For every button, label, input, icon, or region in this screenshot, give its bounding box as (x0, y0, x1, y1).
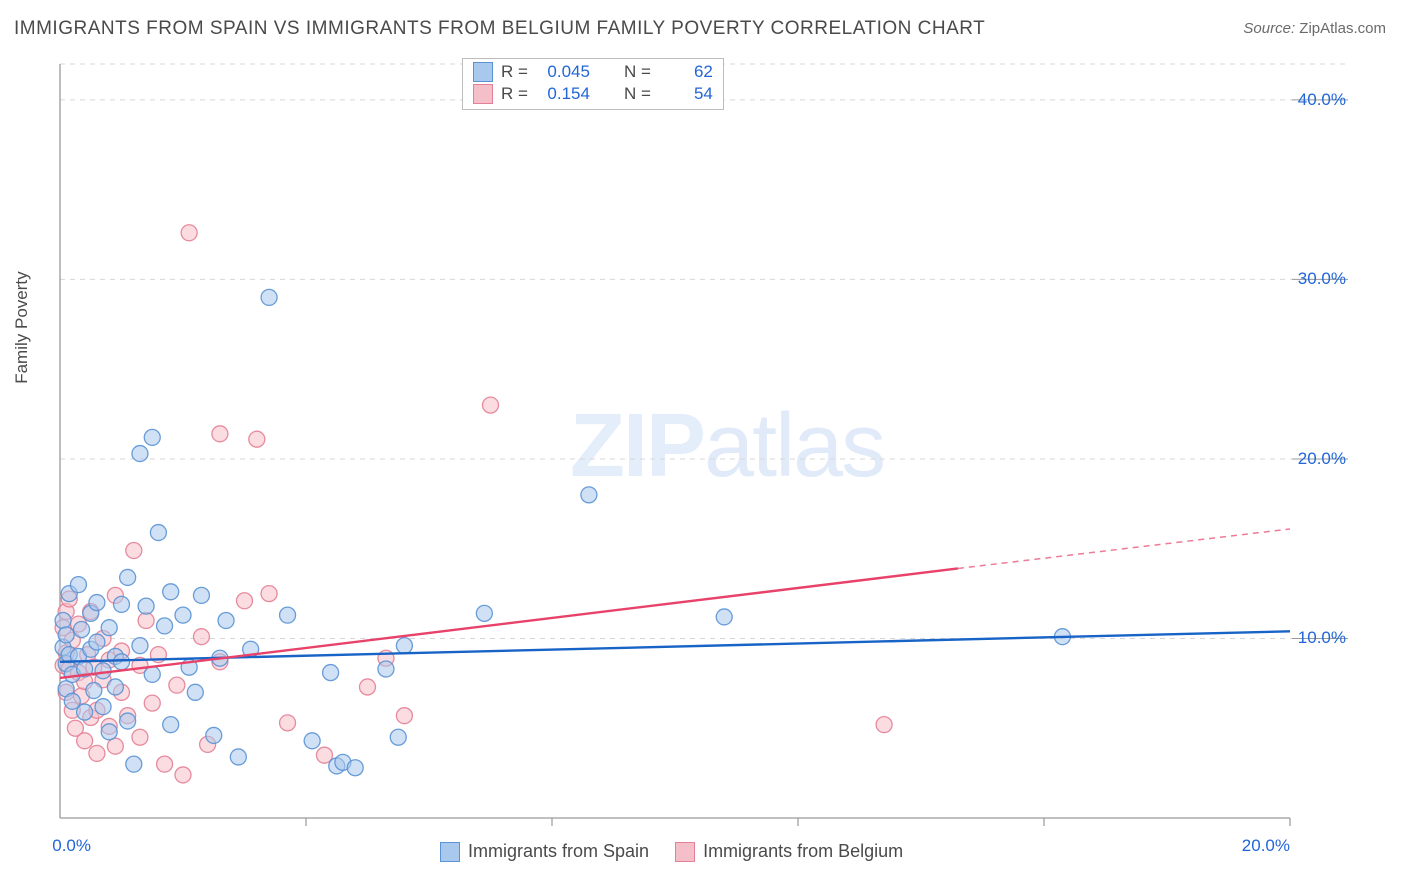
correlation-legend: R = 0.045 N = 62 R = 0.154 N = 54 (462, 58, 724, 110)
series-legend: Immigrants from Spain Immigrants from Be… (440, 841, 903, 862)
swatch-spain (440, 842, 460, 862)
n-label-belgium: N = (624, 84, 651, 104)
chart-svg (50, 58, 1350, 828)
x-tick-label: 20.0% (1242, 836, 1290, 856)
r-value-spain: 0.045 (536, 62, 590, 82)
legend-label-spain: Immigrants from Spain (468, 841, 649, 862)
source-attribution: Source: ZipAtlas.com (1243, 20, 1386, 37)
swatch-belgium (675, 842, 695, 862)
legend-item-belgium: Immigrants from Belgium (675, 841, 903, 862)
swatch-spain (473, 62, 493, 82)
legend-label-belgium: Immigrants from Belgium (703, 841, 903, 862)
y-tick-label: 30.0% (1298, 269, 1346, 289)
chart-title: IMMIGRANTS FROM SPAIN VS IMMIGRANTS FROM… (14, 18, 985, 40)
legend-row-belgium: R = 0.154 N = 54 (473, 83, 713, 105)
n-label-spain: N = (624, 62, 651, 82)
r-label-spain: R = (501, 62, 528, 82)
legend-row-spain: R = 0.045 N = 62 (473, 61, 713, 83)
plot-area: 10.0%20.0%30.0%40.0%0.0%20.0% (50, 58, 1350, 828)
legend-item-spain: Immigrants from Spain (440, 841, 649, 862)
y-axis-label: Family Poverty (12, 271, 32, 383)
source-label: Source: (1243, 20, 1295, 37)
source-value: ZipAtlas.com (1299, 20, 1386, 37)
x-tick-label: 0.0% (52, 836, 91, 856)
y-tick-label: 40.0% (1298, 90, 1346, 110)
r-label-belgium: R = (501, 84, 528, 104)
r-value-belgium: 0.154 (536, 84, 590, 104)
n-value-spain: 62 (659, 62, 713, 82)
y-tick-label: 20.0% (1298, 449, 1346, 469)
y-tick-label: 10.0% (1298, 628, 1346, 648)
swatch-belgium (473, 84, 493, 104)
n-value-belgium: 54 (659, 84, 713, 104)
